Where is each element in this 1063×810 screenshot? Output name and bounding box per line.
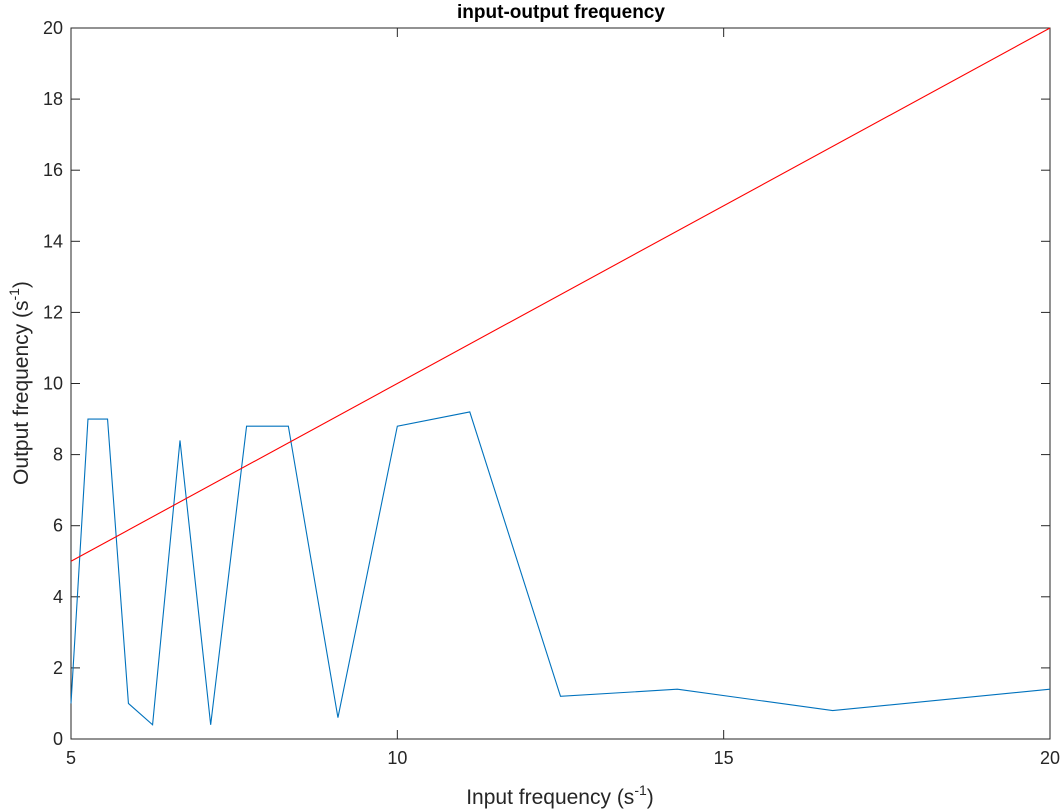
chart-title: input-output frequency	[457, 2, 665, 23]
y-axis-ticks: 0 2 4 6 8 10 12 14 16 18 20	[43, 18, 1050, 749]
plot-area	[70, 27, 1051, 740]
series-line-1	[70, 411, 1051, 726]
x-axis-label: Input frequency (s-1)	[466, 782, 654, 809]
axes-box	[70, 27, 1051, 740]
y-tick-label: 18	[43, 89, 63, 109]
x-axis-ticks: 5 10 15 20	[66, 28, 1060, 768]
x-axis-label-close: )	[647, 786, 654, 809]
y-tick-label: 20	[43, 18, 63, 38]
y-tick-label: 10	[43, 374, 63, 394]
y-tick-label: 4	[53, 587, 63, 607]
x-axis-label-text: Input frequency (s	[466, 786, 634, 809]
y-tick-label: 8	[53, 445, 63, 465]
y-tick-label: 12	[43, 302, 63, 322]
y-tick-label: 6	[53, 516, 63, 536]
series-line-2	[70, 27, 1051, 562]
y-axis-label-close: )	[10, 281, 33, 288]
series-layer	[70, 27, 1051, 726]
x-tick-label: 15	[714, 748, 734, 768]
y-tick-label: 2	[53, 658, 63, 678]
x-tick-label: 20	[1040, 748, 1060, 768]
x-axis-label-sup: -1	[634, 782, 647, 798]
y-axis-label: Output frequency (s-1)	[6, 281, 33, 485]
x-tick-label: 5	[66, 748, 76, 768]
x-tick-label: 10	[387, 748, 407, 768]
y-axis-label-sup: -1	[6, 288, 22, 301]
y-tick-label: 0	[53, 729, 63, 749]
y-tick-label: 14	[43, 231, 63, 251]
y-axis-label-text: Output frequency (s	[10, 301, 33, 485]
y-tick-label: 16	[43, 160, 63, 180]
